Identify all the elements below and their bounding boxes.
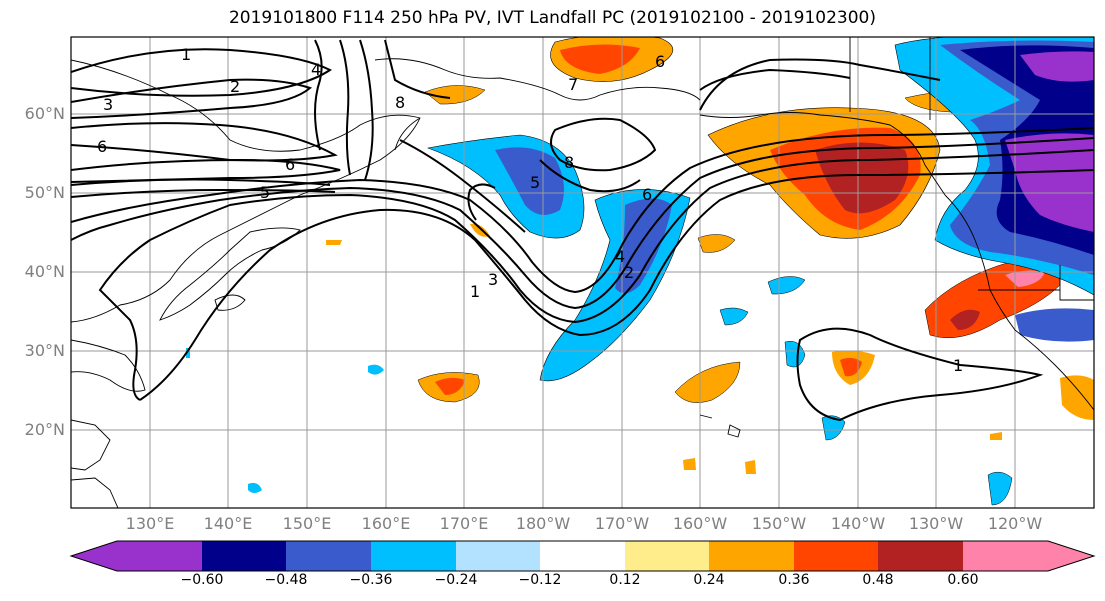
contour-label: 6 — [655, 52, 665, 71]
lat-tick-label: 50°N — [24, 183, 65, 202]
ivt-shading — [186, 37, 1094, 506]
lon-tick-label: 150°W — [751, 514, 807, 533]
lon-tick-label: 170°W — [594, 514, 650, 533]
colorbar-segment — [878, 541, 963, 571]
shade-negative — [368, 364, 384, 375]
lon-tick-label: 140°W — [830, 514, 886, 533]
shade-negative — [821, 415, 846, 441]
colorbar-extend-high — [1048, 541, 1094, 571]
shade-moderate-negative — [1015, 308, 1094, 342]
contour-label: 4 — [615, 247, 625, 266]
shade-positive — [745, 460, 756, 474]
contour-label: 1 — [181, 45, 191, 64]
colorbar-tick-label: −0.60 — [180, 572, 224, 588]
contour-label: 6 — [285, 155, 295, 174]
colorbar-segment — [202, 541, 286, 571]
colorbar-segment — [371, 541, 456, 571]
contour-label: 7 — [568, 75, 578, 94]
colorbar-tick-label: 0.48 — [862, 572, 894, 588]
colorbar-segment — [794, 541, 878, 571]
colorbar-segment — [456, 541, 540, 571]
colorbar-tick-label: 0.36 — [778, 572, 810, 588]
lon-tick-label: 160°W — [672, 514, 728, 533]
gridlines — [71, 37, 1094, 508]
colorbar-tick-label: 0.24 — [693, 572, 725, 588]
shade-positive — [674, 361, 741, 403]
shade-positive — [990, 432, 1002, 440]
colorbar-segment — [286, 541, 371, 571]
colorbar-tick-label: −0.48 — [264, 572, 308, 588]
shade-negative — [248, 482, 262, 493]
lon-tick-label: 140°E — [203, 514, 253, 533]
contour-label: 1 — [953, 356, 963, 375]
lat-tick-label: 20°N — [24, 420, 65, 439]
lon-tick-label: 180°W — [515, 514, 571, 533]
colorbar-tick-label: −0.24 — [434, 572, 478, 588]
colorbar-segment — [117, 541, 202, 571]
shade-extreme-negative — [1020, 51, 1094, 82]
contour-label: 8 — [564, 153, 574, 172]
colorbar-extend-low — [71, 541, 117, 571]
colorbar-segment — [625, 541, 709, 571]
colorbar-tick-label: 0.12 — [609, 572, 641, 588]
map-title: 2019101800 F114 250 hPa PV, IVT Landfall… — [228, 8, 876, 28]
lon-tick-label: 120°W — [987, 514, 1043, 533]
shade-negative — [719, 307, 749, 326]
shade-moderate-negative — [495, 147, 564, 215]
shade-negative — [767, 276, 806, 295]
shade-positive — [697, 234, 736, 253]
shade-negative — [987, 471, 1013, 506]
contour-label: 3 — [488, 270, 498, 289]
shade-positive — [326, 240, 342, 245]
contour-label: 2 — [230, 77, 240, 96]
colorbar-segment — [963, 541, 1048, 571]
shade-extreme-negative — [1005, 133, 1094, 232]
lon-tick-label: 160°E — [361, 514, 411, 533]
pv-contours — [71, 39, 1094, 422]
shade-positive — [424, 85, 486, 105]
contour-label: 4 — [311, 60, 321, 79]
lat-tick-label: 60°N — [24, 104, 65, 123]
contour-label: 6 — [97, 137, 107, 156]
colorbar — [69, 540, 1096, 572]
shade-strong-positive — [950, 309, 980, 330]
shade-strong-positive — [840, 357, 862, 377]
contour-label: 6 — [642, 185, 652, 204]
shade-strong-positive — [435, 377, 465, 395]
lon-tick-label: 130°W — [908, 514, 964, 533]
lat-tick-label: 40°N — [24, 262, 65, 281]
lon-tick-label: 170°E — [439, 514, 489, 533]
colorbar-tick-label: −0.12 — [518, 572, 562, 588]
contour-label: 8 — [395, 93, 405, 112]
colorbar-segment — [709, 541, 794, 571]
contour-label: 2 — [624, 263, 634, 282]
lon-tick-label: 130°E — [125, 514, 175, 533]
colorbar-tick-label: −0.36 — [349, 572, 393, 588]
shade-positive — [683, 458, 696, 470]
contour-label: 1 — [470, 282, 480, 301]
lon-tick-label: 150°E — [282, 514, 332, 533]
shade-moderate-negative — [615, 198, 672, 294]
contour-label: 3 — [103, 95, 113, 114]
lat-tick-label: 30°N — [24, 341, 65, 360]
contour-label: 5 — [530, 173, 540, 192]
colorbar-segment — [540, 541, 625, 571]
contour-label: 5 — [260, 183, 270, 202]
shade-positive — [1060, 375, 1094, 420]
colorbar-tick-label: 0.60 — [947, 572, 979, 588]
map-frame — [70, 36, 1095, 509]
shade-strong-positive — [560, 44, 640, 74]
shade-negative — [784, 341, 806, 368]
